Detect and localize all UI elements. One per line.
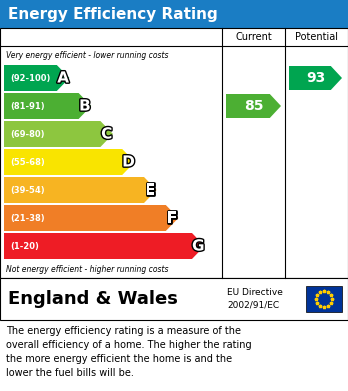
Polygon shape: [4, 149, 135, 175]
Polygon shape: [4, 205, 179, 231]
Polygon shape: [4, 121, 113, 147]
Text: (81-91): (81-91): [10, 102, 45, 111]
Text: (39-54): (39-54): [10, 185, 45, 194]
Text: (92-100): (92-100): [10, 74, 50, 83]
Text: Energy Efficiency Rating: Energy Efficiency Rating: [8, 7, 218, 22]
Text: (69-80): (69-80): [10, 129, 45, 138]
Polygon shape: [226, 94, 281, 118]
Text: F: F: [167, 210, 177, 226]
Polygon shape: [4, 177, 157, 203]
Text: The energy efficiency rating is a measure of the
overall efficiency of a home. T: The energy efficiency rating is a measur…: [6, 326, 252, 378]
Text: 85: 85: [244, 99, 263, 113]
Text: Potential: Potential: [295, 32, 338, 42]
Text: Not energy efficient - higher running costs: Not energy efficient - higher running co…: [6, 264, 168, 273]
Text: (21-38): (21-38): [10, 213, 45, 222]
Polygon shape: [4, 93, 91, 119]
Bar: [0, 278, 348, 320]
Text: Very energy efficient - lower running costs: Very energy efficient - lower running co…: [6, 52, 168, 61]
Text: EU Directive
2002/91/EC: EU Directive 2002/91/EC: [227, 288, 283, 310]
Text: D: D: [122, 154, 135, 170]
Text: B: B: [79, 99, 91, 113]
Text: C: C: [101, 127, 112, 142]
Polygon shape: [289, 66, 342, 90]
Bar: [0, 28, 348, 278]
Text: Current: Current: [235, 32, 272, 42]
Text: 93: 93: [306, 71, 325, 85]
Polygon shape: [4, 233, 205, 259]
Polygon shape: [4, 65, 69, 91]
Text: A: A: [57, 70, 69, 86]
Text: (1-20): (1-20): [10, 242, 39, 251]
Bar: [306, 286, 342, 312]
Bar: [0, 0, 348, 28]
Text: England & Wales: England & Wales: [8, 290, 178, 308]
Text: G: G: [192, 239, 205, 253]
Text: (55-68): (55-68): [10, 158, 45, 167]
Text: E: E: [145, 183, 156, 197]
